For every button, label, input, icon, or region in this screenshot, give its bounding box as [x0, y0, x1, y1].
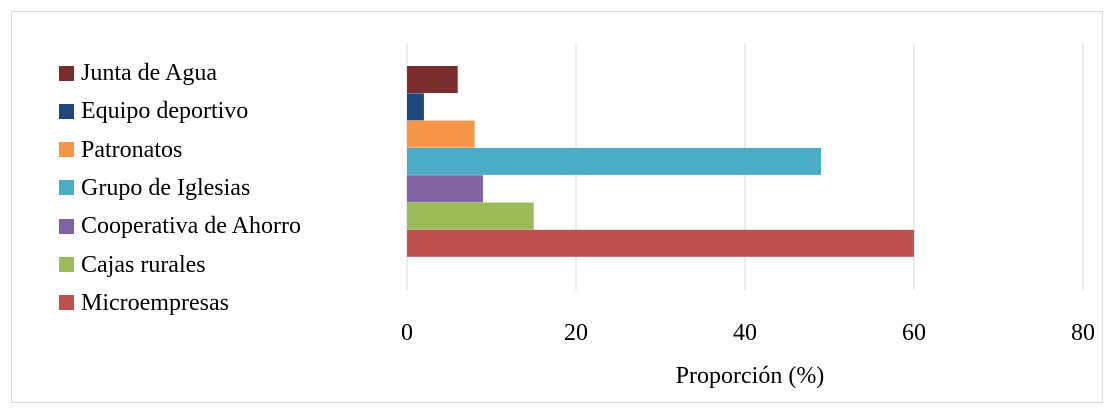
x-tick-label-60: 60	[902, 320, 926, 346]
legend-label: Patronatos	[81, 136, 183, 163]
legend-label: Microempresas	[81, 289, 229, 316]
legend-item-cajas-rurales: Cajas rurales	[59, 252, 206, 278]
bars	[407, 66, 914, 257]
legend-item-patronatos: Patronatos	[59, 137, 182, 163]
legend-item-microempresas: Microempresas	[59, 290, 229, 316]
bar-cajas-rurales	[407, 202, 534, 230]
bar-grupo-de-iglesias	[407, 147, 822, 175]
x-tick-label-80: 80	[1071, 320, 1095, 346]
bar-equipo-deportivo	[407, 93, 424, 121]
x-axis-title: Proporción (%)	[676, 363, 825, 389]
legend-swatch	[59, 257, 74, 272]
chart-frame	[11, 11, 1103, 403]
legend-swatch	[59, 142, 74, 158]
legend-swatch	[59, 295, 74, 311]
x-tick-labels: 0 20 40 60 80	[401, 320, 1095, 346]
x-tick-label-20: 20	[564, 320, 588, 346]
legend-label: Equipo deportivo	[81, 98, 249, 125]
x-tick-label-0: 0	[401, 320, 413, 346]
bar-patronatos	[407, 120, 475, 148]
legend-item-grupo-de-iglesias: Grupo de Iglesias	[59, 175, 250, 201]
legend-item-equipo-deportivo: Equipo deportivo	[59, 98, 248, 124]
legend-swatch	[59, 218, 74, 234]
bar-junta-de-agua	[407, 66, 458, 93]
x-tick-label-40: 40	[733, 320, 757, 346]
bar-cooperativa-de-ahorro	[407, 175, 484, 203]
legend-swatch	[59, 180, 74, 196]
legend-item-cooperativa-de-ahorro: Cooperativa de Ahorro	[59, 213, 301, 239]
legend-item-junta-de-agua: Junta de Agua	[59, 60, 217, 86]
legend-swatch	[59, 103, 74, 119]
legend-label: Grupo de Iglesias	[81, 174, 251, 201]
legend-swatch	[59, 65, 74, 81]
bar-microempresas	[407, 229, 914, 257]
legend-label: Cooperativa de Ahorro	[81, 213, 301, 240]
legend-label: Junta de Agua	[81, 60, 217, 86]
legend-label: Cajas rurales	[81, 251, 206, 278]
